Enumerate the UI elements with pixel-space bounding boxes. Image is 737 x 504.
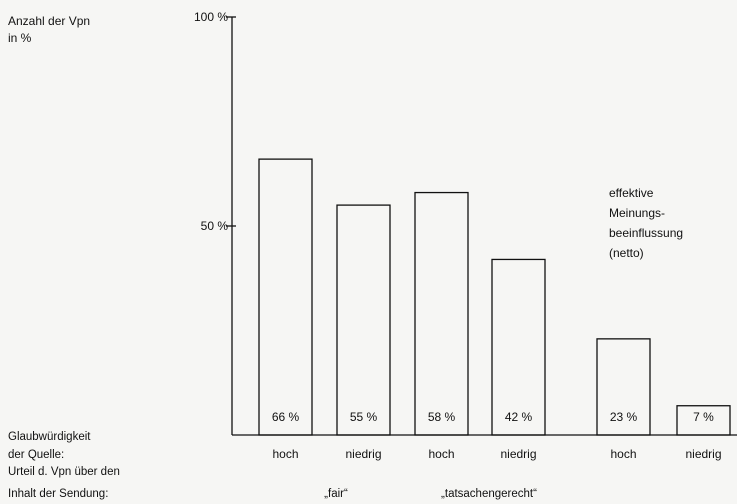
category-label: niedrig xyxy=(685,447,721,461)
category-label: niedrig xyxy=(345,447,381,461)
category-labels: hoch niedrig hoch niedrig hoch niedrig xyxy=(272,447,721,461)
annotation-line-4: (netto) xyxy=(609,246,644,260)
bar xyxy=(414,191,469,436)
group-label-fair: „fair“ xyxy=(324,488,348,500)
y-axis-label-line-2: in % xyxy=(8,31,32,45)
bar-value-label: 23 % xyxy=(610,410,638,424)
bar xyxy=(336,204,391,436)
bar xyxy=(491,258,546,436)
bar xyxy=(596,338,651,436)
bar xyxy=(676,405,731,436)
data-labels: 66 % 55 % 58 % 42 % 23 % 7 % xyxy=(272,410,714,424)
row-label-line-3: Urteil d. Vpn über den xyxy=(8,466,120,478)
row-label-line-1: Glaubwürdigkeit xyxy=(8,431,91,443)
bar-value-label: 66 % xyxy=(272,410,300,424)
bar-value-label: 42 % xyxy=(505,410,533,424)
y-ticks: 100 % 50 % xyxy=(194,10,236,233)
category-label: hoch xyxy=(272,447,298,461)
bar-value-label: 7 % xyxy=(693,410,714,424)
row-label-line-2: der Quelle: xyxy=(8,449,64,461)
group-label-tatsachengerecht: „tatsachengerecht“ xyxy=(441,488,537,500)
annotation-line-1: effektive xyxy=(609,186,654,200)
y-axis-label-line-1: Anzahl der Vpn xyxy=(8,14,90,28)
category-label: hoch xyxy=(428,447,454,461)
annotation-line-3: beeinflussung xyxy=(609,226,683,240)
row-label-line-4: Inhalt der Sendung: xyxy=(8,488,108,500)
bar-value-label: 58 % xyxy=(428,410,456,424)
bar xyxy=(258,158,313,436)
y-tick-label: 100 % xyxy=(194,10,228,24)
bar-value-label: 55 % xyxy=(350,410,378,424)
bars xyxy=(258,158,731,436)
y-tick-label: 50 % xyxy=(201,219,229,233)
category-label: hoch xyxy=(610,447,636,461)
category-label: niedrig xyxy=(500,447,536,461)
annotation-line-2: Meinungs- xyxy=(609,206,665,220)
